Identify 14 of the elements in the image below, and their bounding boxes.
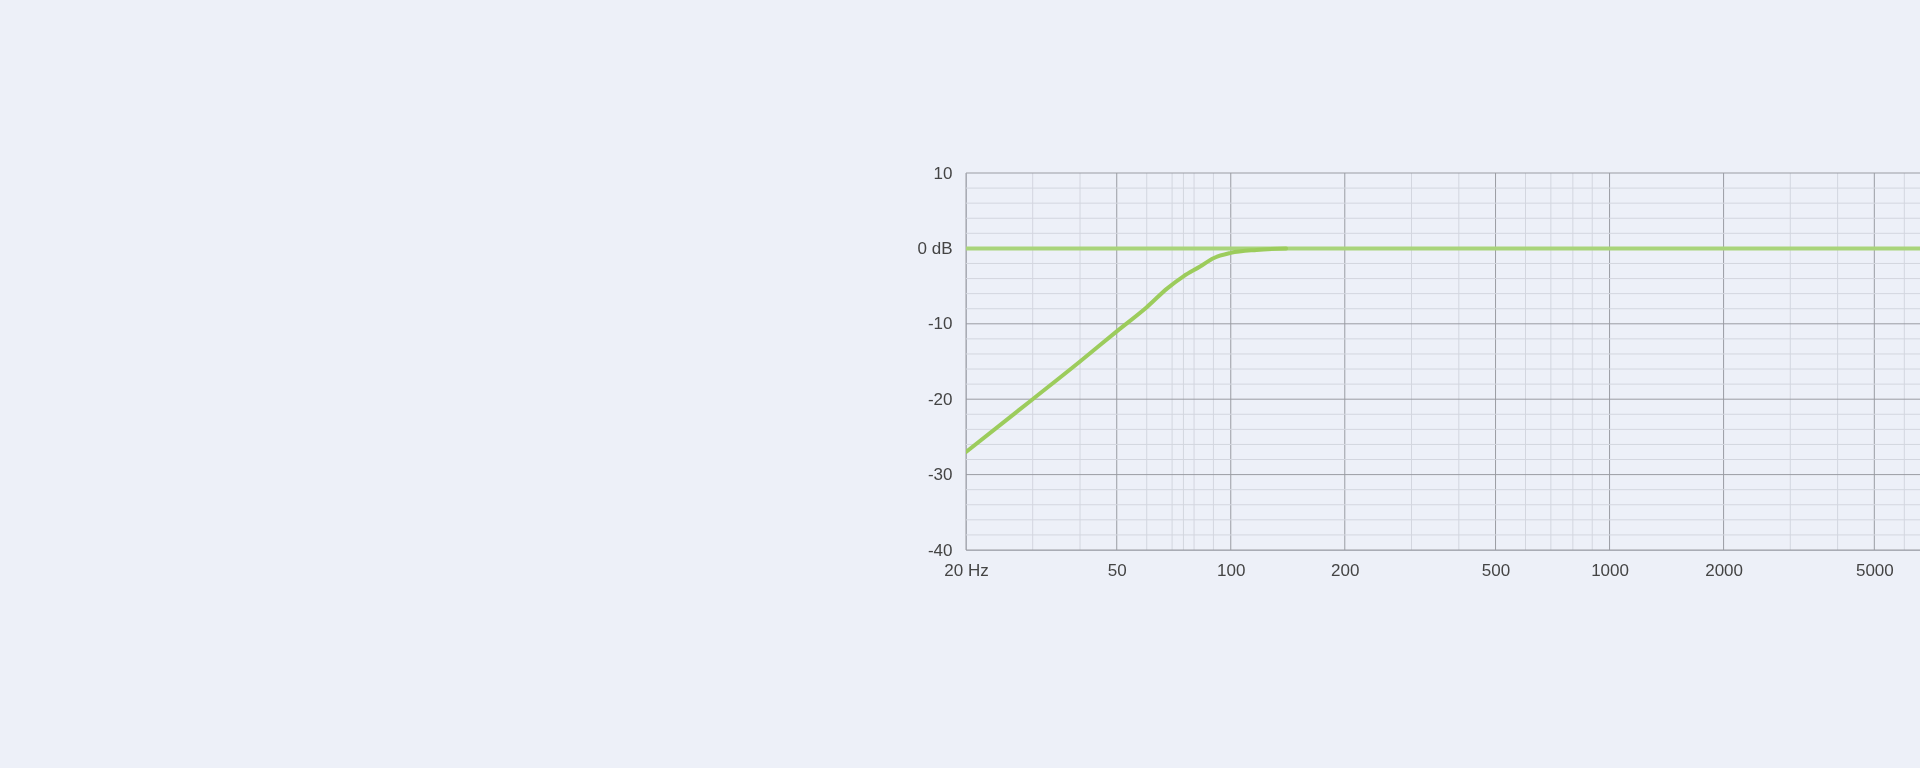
x-tick-label: 20 Hz (944, 560, 989, 580)
y-tick-label: -20 (927, 389, 953, 409)
x-tick-label: 50 (1107, 560, 1127, 580)
x-tick-label: 200 (1331, 560, 1360, 580)
y-tick-label: 0 dB (917, 238, 953, 258)
x-tick-label: 5000 (1855, 560, 1894, 580)
y-tick-label: -30 (927, 465, 953, 485)
x-tick-label: 500 (1481, 560, 1511, 580)
x-tick-label: 100 (1217, 560, 1246, 580)
y-tick-label: -10 (927, 314, 953, 334)
x-tick-label: 2000 (1705, 560, 1743, 580)
y-tick-label: -40 (927, 540, 953, 560)
y-tick-label: 10 (933, 163, 953, 183)
x-tick-label: 1000 (1591, 560, 1629, 580)
